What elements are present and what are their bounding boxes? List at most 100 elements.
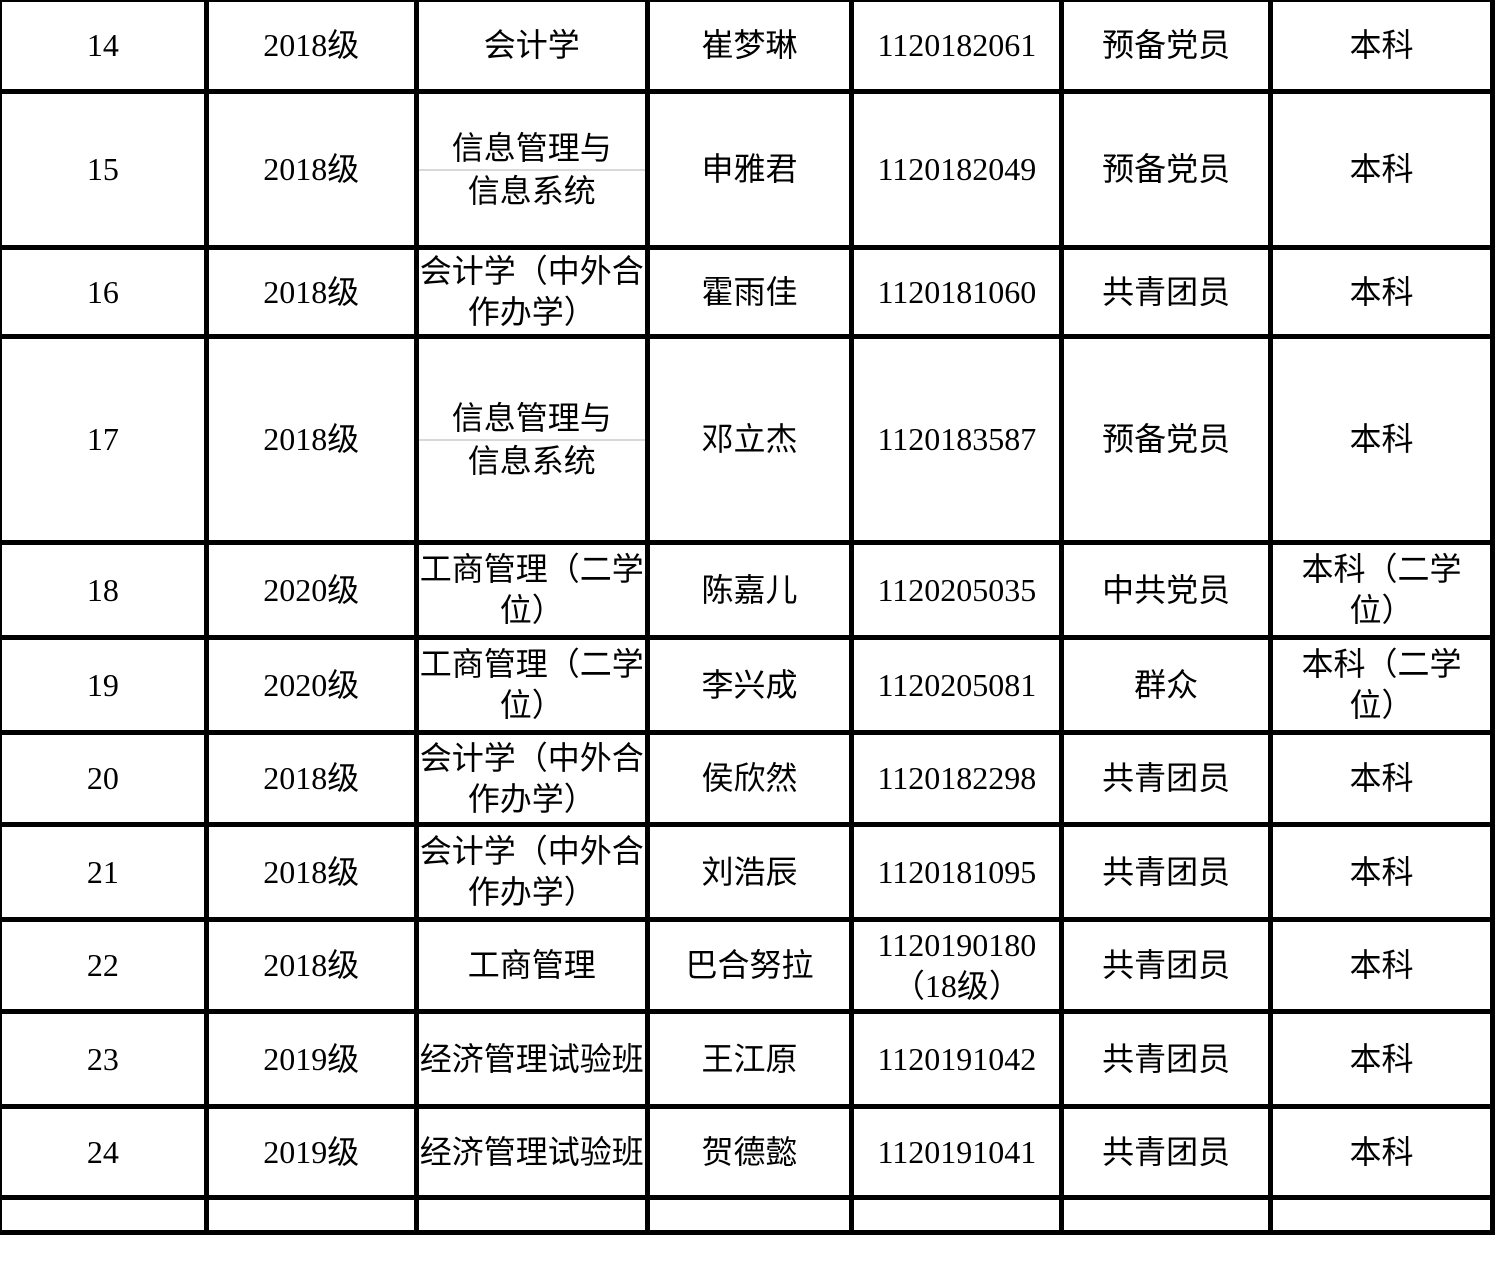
cell-student-id-text: 1120183587 bbox=[877, 421, 1037, 458]
cell-political-status-text: 预备党员 bbox=[1102, 27, 1231, 64]
cell-degree: 本科 bbox=[1267, 917, 1496, 1014]
cell-student-id: 1120191042 bbox=[849, 1009, 1065, 1109]
cell-no: 24 bbox=[0, 1104, 209, 1200]
cell-grade: 2018级 bbox=[203, 822, 419, 922]
table-row: 18 2020级 工商管理（二学 位） 陈嘉儿 1120205035 中共党员 本科（二学 位） bbox=[0, 540, 1496, 640]
cell-degree-text: 位） bbox=[1349, 592, 1414, 628]
cell-student-id-text: 1120205035 bbox=[877, 571, 1037, 608]
cell-grade-text: 2018级 bbox=[263, 853, 360, 890]
cell-major-text: 经济管理试验班 bbox=[419, 1040, 644, 1077]
merged-major-cell: 信息管理与 信息系统 bbox=[421, 398, 643, 482]
cell-major-text: 会计学（中外合 bbox=[419, 253, 644, 290]
cell-student-id: 1120181060 bbox=[849, 245, 1065, 339]
cell-political-status-text: 预备党员 bbox=[1102, 421, 1231, 458]
cell-name-text: 贺德懿 bbox=[701, 1133, 798, 1170]
cell-no-text: 20 bbox=[86, 760, 119, 797]
table-row: 22 2018级 工商管理 巴合努拉 1120190180 （18级） 共青团员 本科 bbox=[0, 917, 1496, 1014]
cell-no: 21 bbox=[0, 822, 209, 922]
cell-name-text: 申雅君 bbox=[701, 151, 798, 188]
cell-major: 经济管理试验班 bbox=[413, 1009, 650, 1109]
cell-no: 16 bbox=[0, 245, 209, 339]
table-row: 23 2019级 经济管理试验班 王江原 1120191042 共青团员 本科 bbox=[0, 1009, 1496, 1109]
cell-no: 23 bbox=[0, 1009, 209, 1109]
cell-no: 14 bbox=[0, 0, 209, 94]
cell-political-status: 共青团员 bbox=[1059, 245, 1273, 339]
cell-grade-text: 2020级 bbox=[263, 571, 360, 608]
cell-political-status-text: 共青团员 bbox=[1102, 273, 1231, 310]
cell-degree: 本科 bbox=[1267, 89, 1496, 250]
cell-grade: 2018级 bbox=[203, 89, 419, 250]
cell-political-status: 中共党员 bbox=[1059, 540, 1273, 640]
cell-political-status-text: 预备党员 bbox=[1102, 151, 1231, 188]
cell-no-text: 17 bbox=[86, 421, 119, 458]
cell-major: 会计学（中外合 作办学） bbox=[413, 245, 650, 339]
cell-political-status-text: 共青团员 bbox=[1102, 1040, 1231, 1077]
cell-grade-text: 2020级 bbox=[263, 666, 360, 703]
cell-degree: 本科 bbox=[1267, 730, 1496, 827]
cell-student-id bbox=[849, 1195, 1065, 1235]
cell-political-status: 共青团员 bbox=[1059, 917, 1273, 1014]
cell-degree-text: 本科（二学 bbox=[1301, 551, 1462, 588]
major-subcell-upper: 信息管理与 bbox=[451, 399, 612, 436]
cell-grade-text: 2018级 bbox=[263, 947, 360, 984]
cell-no-text: 16 bbox=[86, 273, 119, 310]
cell-political-status-text: 共青团员 bbox=[1102, 947, 1231, 984]
cell-name: 邓立杰 bbox=[644, 334, 855, 545]
cell-political-status: 共青团员 bbox=[1059, 730, 1273, 827]
cell-political-status-text: 共青团员 bbox=[1102, 1133, 1231, 1170]
cell-political-status-text: 群众 bbox=[1134, 666, 1199, 703]
cell-major-text: 作办学） bbox=[467, 780, 596, 817]
cell-degree: 本科（二学 位） bbox=[1267, 635, 1496, 735]
cell-major-text: 经济管理试验班 bbox=[419, 1133, 644, 1170]
cell-degree-text: 本科 bbox=[1349, 947, 1414, 984]
cell-grade-text: 2018级 bbox=[263, 27, 360, 64]
table-row: 17 2018级 信息管理与 信息系统 邓立杰 1120183587 预备党员 本科 bbox=[0, 334, 1496, 545]
cell-no bbox=[0, 1195, 209, 1235]
major-subcell-lower: 信息系统 bbox=[421, 168, 643, 212]
cell-degree: 本科 bbox=[1267, 822, 1496, 922]
cell-major: 信息管理与 信息系统 bbox=[413, 89, 650, 250]
cell-major: 会计学 bbox=[413, 0, 650, 94]
cell-degree-text: 本科 bbox=[1349, 1040, 1414, 1077]
cell-student-id-text: 1120181095 bbox=[877, 853, 1037, 890]
cell-student-id-text: 1120205081 bbox=[877, 666, 1037, 703]
cell-grade: 2018级 bbox=[203, 245, 419, 339]
cell-name-text: 王江原 bbox=[701, 1040, 798, 1077]
cell-degree-text: 本科 bbox=[1349, 760, 1414, 797]
cell-student-id: 1120191041 bbox=[849, 1104, 1065, 1200]
cell-political-status: 共青团员 bbox=[1059, 822, 1273, 922]
cell-name-text: 刘浩辰 bbox=[701, 853, 798, 890]
student-roster-table: 14 2018级 会计学 崔梦琳 1120182061 预备党员 本科 15 2018级 信息管理… bbox=[0, 0, 1496, 1235]
major-subcell-lower: 信息系统 bbox=[421, 438, 643, 482]
cell-no: 22 bbox=[0, 917, 209, 1014]
cell-no: 15 bbox=[0, 89, 209, 250]
cell-name: 申雅君 bbox=[644, 89, 855, 250]
table-row: 14 2018级 会计学 崔梦琳 1120182061 预备党员 本科 bbox=[0, 0, 1496, 94]
cell-major: 会计学（中外合 作办学） bbox=[413, 822, 650, 922]
cell-degree: 本科 bbox=[1267, 1104, 1496, 1200]
cell-no: 20 bbox=[0, 730, 209, 827]
cell-grade-text: 2018级 bbox=[263, 760, 360, 797]
cell-name-text: 侯欣然 bbox=[701, 760, 798, 797]
cell-political-status: 群众 bbox=[1059, 635, 1273, 735]
cell-name: 霍雨佳 bbox=[644, 245, 855, 339]
cell-major-text: 作办学） bbox=[467, 294, 596, 330]
cell-name-text: 巴合努拉 bbox=[685, 947, 814, 984]
cell-major-text: 作办学） bbox=[467, 874, 596, 910]
cell-degree-text: 本科 bbox=[1349, 151, 1414, 188]
cell-grade: 2018级 bbox=[203, 0, 419, 94]
table-row: 20 2018级 会计学（中外合 作办学） 侯欣然 1120182298 共青团员 本科 bbox=[0, 730, 1496, 827]
cell-name bbox=[644, 1195, 855, 1235]
cell-grade bbox=[203, 1195, 419, 1235]
cell-major bbox=[413, 1195, 650, 1235]
cell-major-text: 位） bbox=[499, 687, 564, 723]
major-subcell-upper: 信息管理与 bbox=[451, 129, 612, 166]
cell-no-text: 22 bbox=[86, 947, 119, 984]
cell-grade: 2020级 bbox=[203, 540, 419, 640]
cell-grade: 2018级 bbox=[203, 917, 419, 1014]
cell-name: 王江原 bbox=[644, 1009, 855, 1109]
cell-name-text: 陈嘉儿 bbox=[701, 571, 798, 608]
cell-degree-text: 本科 bbox=[1349, 853, 1414, 890]
cell-student-id: 1120190180 （18级） bbox=[849, 917, 1065, 1014]
